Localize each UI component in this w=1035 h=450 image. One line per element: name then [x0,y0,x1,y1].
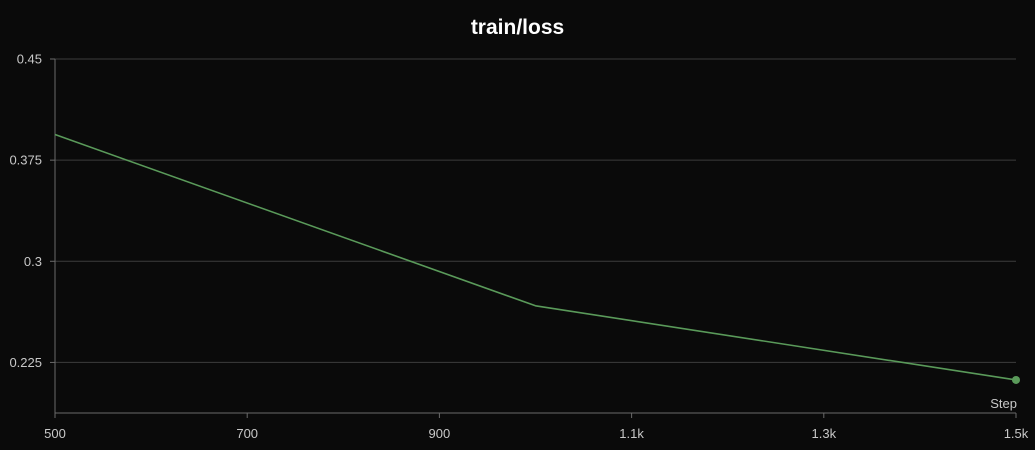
x-tick-label: 900 [429,426,451,441]
x-tick-label: 1.3k [812,426,837,441]
y-tick-label: 0.45 [17,52,42,67]
y-tick-label: 0.375 [9,153,42,168]
x-tick-label: 1.1k [619,426,644,441]
y-tick-label: 0.3 [24,254,42,269]
x-tick-label: 700 [236,426,258,441]
grid-lines [55,58,1016,363]
x-tick-label: 500 [44,426,66,441]
x-axis-title: Step [990,396,1017,411]
series-layer [54,133,1020,384]
x-tick-label: 1.5k [1004,426,1029,441]
tick-labels: 0.45 0.375 0.3 0.225 500 700 900 1.1k 1.3k 1.5k [9,52,1028,442]
y-tick-label: 0.225 [9,355,42,370]
axes [50,58,1017,418]
series-line [54,133,1017,381]
series-endpoint [1012,375,1020,384]
chart-title: train/loss [470,16,565,39]
